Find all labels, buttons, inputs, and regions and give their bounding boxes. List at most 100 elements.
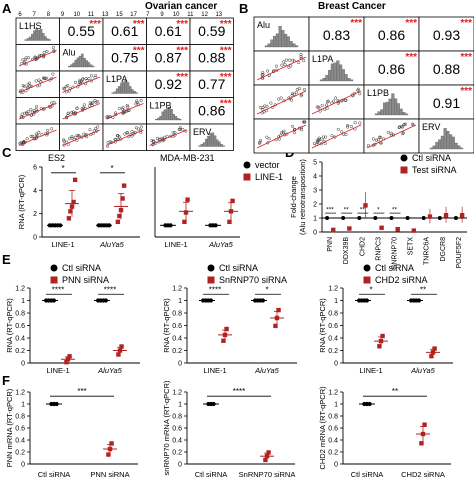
plotE1-y-tick: 1.2	[15, 286, 25, 293]
plotF1-point	[107, 446, 113, 452]
matB-corr-star-2-3: ***	[460, 86, 472, 97]
matA-corr-star-2-3: ***	[176, 72, 188, 83]
matA-cell-3-4	[189, 97, 234, 125]
plotC2-group-1-test	[224, 198, 238, 225]
plotC1-group-1-test	[114, 183, 128, 225]
plotF3-y-tick: 0.4	[328, 438, 338, 445]
plotE2-point	[221, 338, 226, 343]
plotD-x-tick-label: TNRC6A	[424, 237, 431, 265]
plotF3-point	[422, 422, 427, 427]
plotF1-point	[106, 452, 111, 457]
plotF2-y-tick: 0	[178, 462, 182, 469]
matA-scatter-1-0	[18, 45, 57, 67]
plotE3-y-tick: 1.2	[328, 286, 338, 293]
plotE2-x-tick-label: LINE-1	[203, 366, 226, 375]
plotE2-y-tick: 0.4	[172, 336, 182, 343]
plotE3-point	[380, 333, 385, 339]
matA-top-tick: 17	[130, 12, 137, 18]
matB-histogram-0	[264, 26, 299, 48]
plotD-test-point	[395, 227, 400, 232]
matA-corr-value-1-3: 0.87	[155, 50, 182, 66]
plotE1-point	[119, 344, 124, 349]
plotE1-y-tick: 0.2	[15, 348, 25, 355]
plotE1-significance: ****	[104, 285, 116, 294]
plotC2-point	[183, 210, 189, 215]
matA-corr-value-0-4: 0.59	[198, 23, 225, 39]
plotC1-group-1-ctl	[96, 223, 112, 228]
matB-corr-star-0-2: ***	[405, 18, 417, 29]
plotC1-significance: *	[110, 164, 113, 173]
matA-corr-value-2-3: 0.92	[155, 76, 182, 92]
plotE1-legend-ctl: Ctl siRNA	[62, 263, 101, 273]
plotE2-point	[273, 323, 278, 329]
plotE3-point	[364, 298, 369, 303]
matA-top-tick: 13	[102, 12, 109, 18]
matB-corr-value-1-3: 0.88	[433, 61, 460, 77]
matB-corr-value-0-2: 0.86	[378, 27, 405, 43]
plotF1-y-tick: 0.6	[15, 426, 25, 433]
plotE3-point	[432, 346, 437, 351]
plotD-y-tick: 3	[313, 188, 317, 195]
matA-var-label-2: L1PA	[106, 74, 127, 84]
matA-top-tick: 9	[61, 12, 65, 18]
plotE2-point	[208, 298, 213, 303]
plot-C-mda: LINE-1 AluYa5	[154, 167, 240, 249]
plotE3-group-0-test	[374, 333, 388, 349]
matA-cell-2-3	[146, 70, 191, 98]
plotE3-group-0-ctl	[355, 298, 371, 303]
matB-cell-0-1	[308, 16, 365, 52]
plotD-ctl-point	[357, 216, 362, 220]
matB-corr-value-0-1: 0.83	[323, 27, 350, 43]
plotD-test-point	[347, 226, 352, 231]
plotF2-point	[211, 401, 216, 407]
panel-C-subtitle-mda: MDA-MB-231	[160, 153, 215, 163]
plotD-x-tick-label: SETX	[408, 237, 415, 256]
plotC2-group-1-ctl	[205, 223, 221, 228]
plotE2-y-tick: 0.2	[172, 348, 182, 355]
matA-scatter-2-0	[18, 72, 57, 94]
legend-D: Ctl siRNA Test siRNA	[400, 153, 457, 175]
plotE2-point	[260, 298, 265, 303]
panel-title-B: Breast Cancer	[318, 1, 386, 12]
plotE2-point	[224, 326, 229, 332]
plotE1-point	[117, 348, 123, 353]
panel-letter-A: A	[2, 1, 12, 16]
plotD-ctl-point	[405, 216, 410, 220]
plotE1-y-tick: 0.8	[15, 311, 25, 318]
matA-corr-star-3-4: ***	[220, 99, 232, 110]
plotC1-point	[121, 183, 127, 188]
plotE3-y-tick: 0.4	[328, 336, 338, 343]
plotE3-group-1-ctl	[407, 298, 423, 303]
matA-corr-value-0-1: 0.55	[68, 23, 95, 39]
plotF2-group-0-test	[260, 450, 274, 463]
plotC1-point	[115, 219, 121, 225]
plotF3-y-tick: 1.2	[328, 390, 338, 397]
plotC1-point	[68, 209, 73, 214]
matA-cell-2-4	[189, 70, 234, 98]
matA-top-tick: 10	[73, 12, 80, 18]
plotC1-x-tick-label: AluYa5	[99, 240, 124, 249]
matB-scatter-3-1	[311, 121, 362, 149]
plotD-ctl-point	[421, 216, 426, 220]
plotD-significance: ***	[326, 207, 334, 214]
matB-corr-star-0-1: ***	[350, 18, 362, 29]
plotE2-group-1-ctl	[251, 298, 267, 303]
plotE2-y-tick: 0	[178, 361, 182, 368]
panel-C-subtitle-es2: ES2	[48, 153, 65, 163]
plotF3-point	[420, 431, 426, 437]
plotE2-group-1-test	[270, 307, 284, 329]
matA-histogram-4	[198, 132, 225, 147]
matA-corr-value-1-4: 0.88	[198, 50, 225, 66]
plotC1-y-tick: 4	[33, 188, 37, 195]
matA-corr-star-1-4: ***	[220, 46, 232, 57]
plotD-ctl-point	[437, 216, 442, 220]
panel-letter-B: B	[239, 1, 248, 16]
plotE3-legend-test: CHD2 siRNA	[375, 275, 428, 285]
matA-var-label-3: L1PB	[150, 101, 172, 111]
plotC1-point	[58, 223, 63, 228]
